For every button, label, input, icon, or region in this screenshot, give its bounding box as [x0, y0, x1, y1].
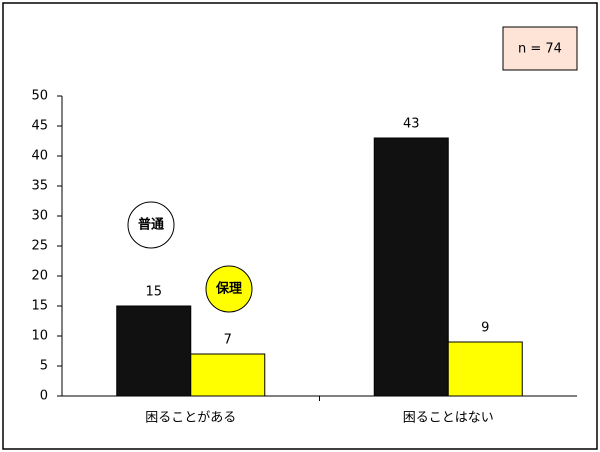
y-tick-label: 20 [31, 269, 48, 284]
y-tick-label: 0 [40, 389, 48, 404]
legend-marker [127, 201, 175, 249]
legend-label: 保理 [215, 281, 242, 297]
legend-marker [205, 265, 253, 313]
data-label: 7 [224, 333, 232, 348]
y-tick-label: 40 [31, 149, 48, 164]
annotation: n = 74 [518, 42, 562, 57]
bar [373, 137, 449, 397]
y-tick-label: 30 [31, 209, 48, 224]
bar [190, 353, 266, 397]
data-label: 43 [403, 117, 420, 132]
y-tick-label: 10 [31, 329, 48, 344]
legend-label: 普通 [138, 217, 164, 233]
bar [116, 305, 192, 397]
x-tick-label: 困ることがある [145, 411, 236, 426]
y-tick-label: 45 [31, 119, 48, 134]
data-label: 15 [145, 285, 162, 300]
annotation-box [502, 26, 578, 71]
y-tick-label: 5 [40, 359, 48, 374]
y-tick-label: 50 [31, 89, 48, 104]
x-tick-label: 困ることはない [403, 411, 494, 426]
data-label: 9 [481, 321, 489, 336]
y-tick-label: 15 [31, 299, 48, 314]
bar [447, 341, 523, 397]
y-tick-label: 25 [31, 239, 48, 254]
y-tick-label: 35 [31, 179, 48, 194]
